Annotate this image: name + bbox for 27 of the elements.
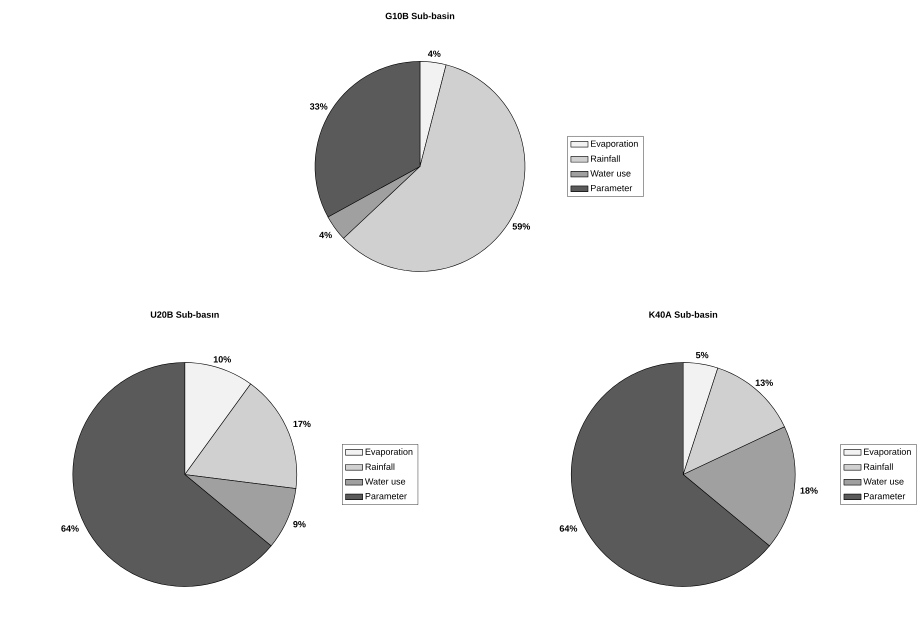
data-label: 64% (560, 525, 578, 532)
legend-label: Rainfall (591, 155, 620, 162)
data-label: 17% (293, 420, 311, 428)
data-label: 4% (319, 232, 332, 238)
data-label: 10% (214, 356, 231, 363)
chart-title: K40A Sub-basin (649, 311, 718, 318)
legend-label: Water use (590, 170, 631, 177)
data-label: 13% (756, 380, 773, 386)
data-label: 5% (696, 352, 708, 358)
data-label: 59% (512, 223, 530, 230)
data-label: 33% (310, 103, 328, 110)
legend-label: Parameter (366, 493, 407, 500)
chart-title: G10B Sub-basin (386, 12, 454, 20)
chart-title: U20B Sub-basın (150, 311, 219, 318)
data-label: 18% (800, 487, 818, 494)
legend-label: Evaporation (864, 448, 911, 457)
legend-label: Rainfall (366, 463, 394, 470)
data-label: 64% (61, 525, 79, 532)
legend-label: Rainfall (864, 463, 893, 470)
legend-label: Parameter (864, 493, 906, 500)
data-label: 9% (293, 521, 306, 528)
legend-label: Evaporation (591, 140, 638, 149)
legend-label: Evaporation (366, 448, 412, 457)
legend-label: Water use (364, 478, 406, 485)
legend-label: Parameter (591, 184, 632, 192)
legend-label: Water use (863, 478, 904, 485)
data-label: 4% (428, 50, 441, 57)
